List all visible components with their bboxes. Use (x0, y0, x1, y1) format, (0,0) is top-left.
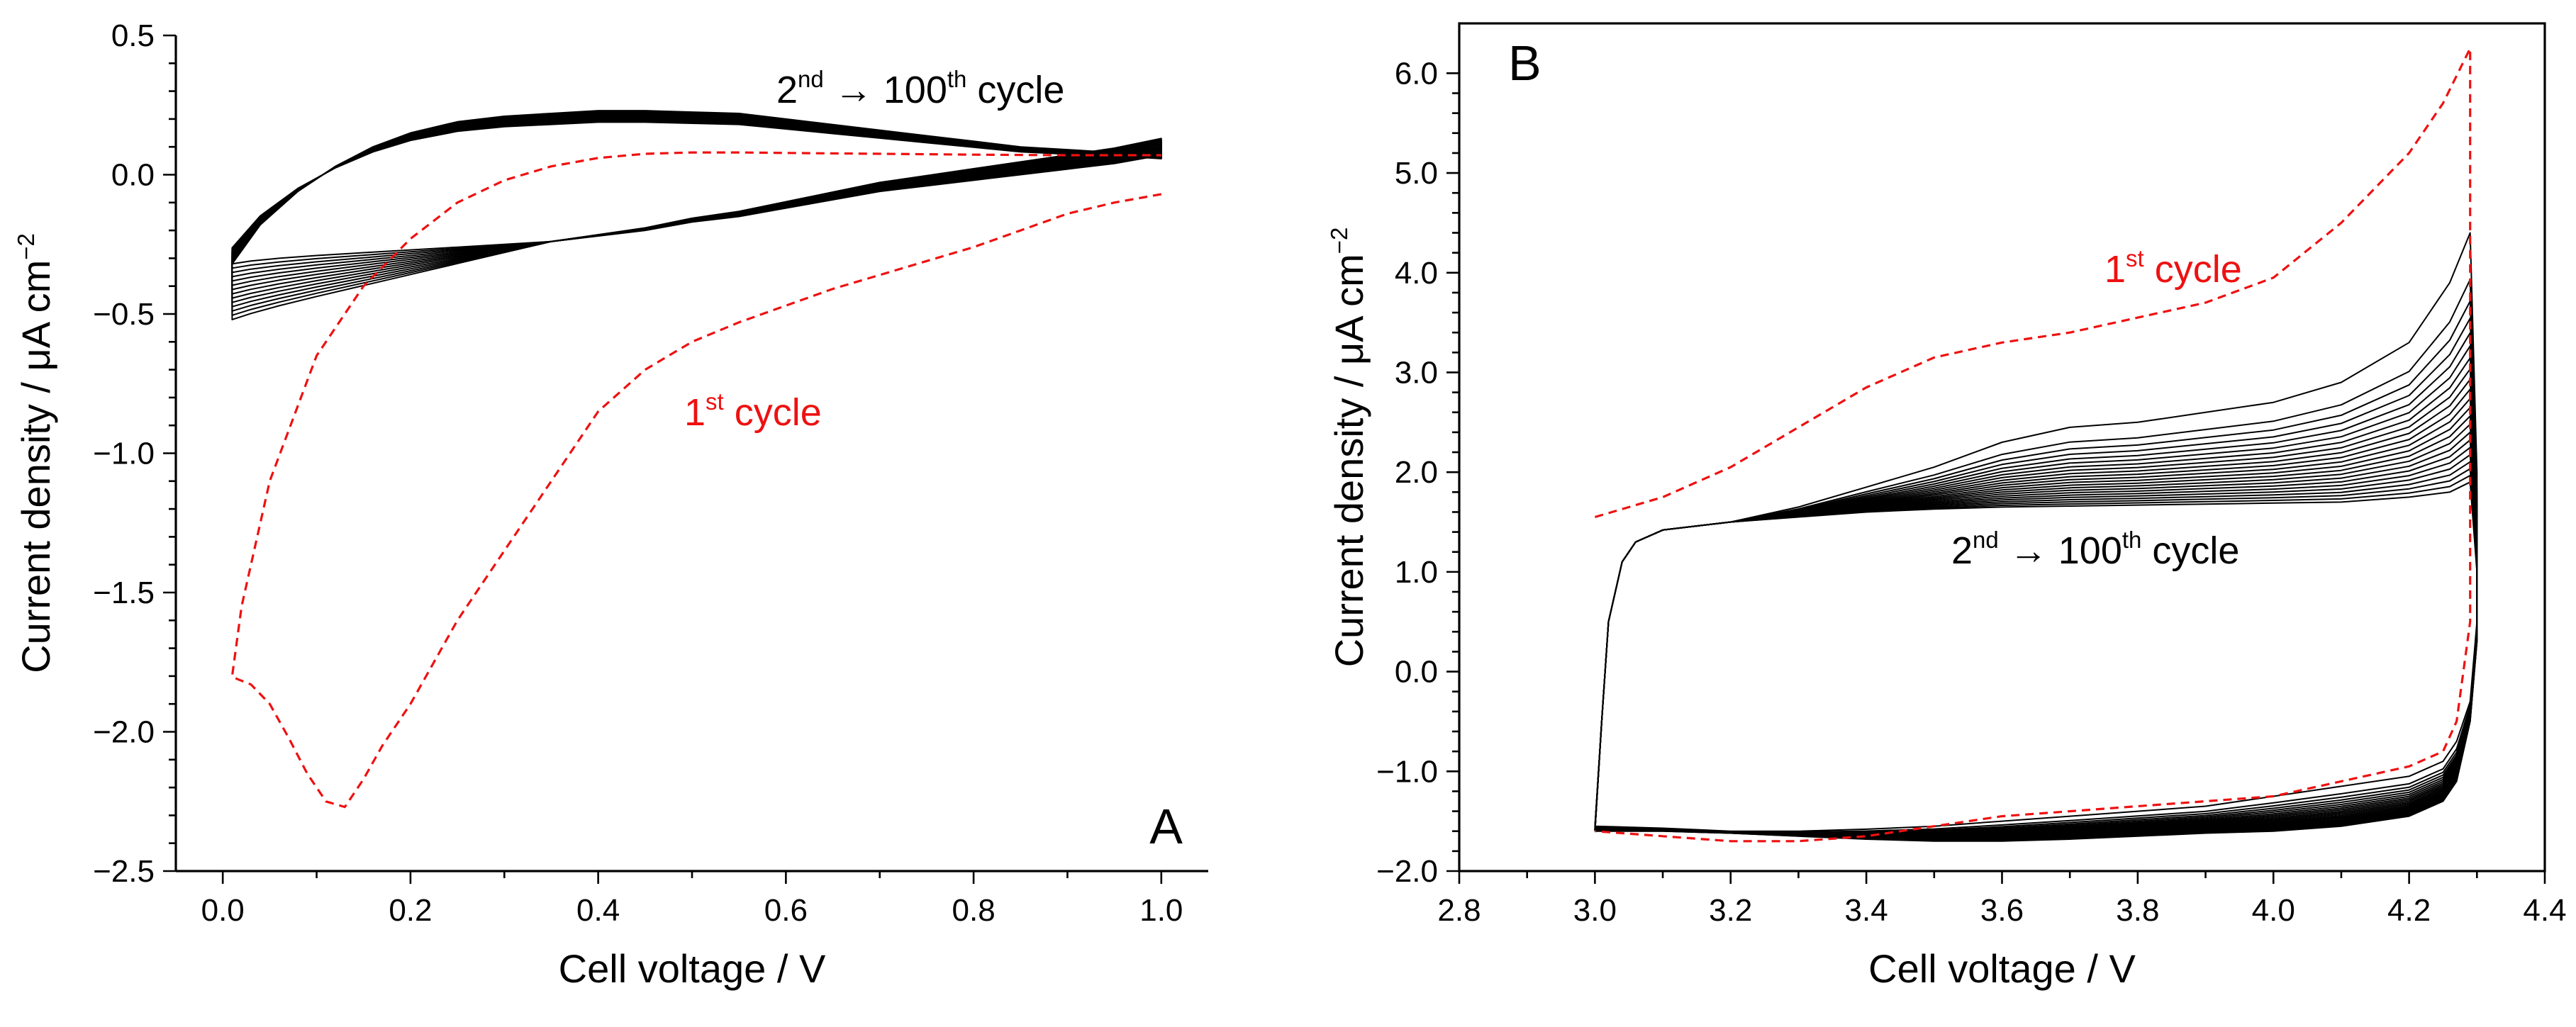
series-first-cycle (1594, 47, 2472, 843)
y-axis-ticks: 0.5 0.0 −0.5 −1.0 −1.5 −2.0 −2.5 (93, 18, 176, 889)
y-tick-label: −0.5 (93, 297, 155, 332)
series-cycles-2-100 (231, 110, 1162, 320)
y-tick-label: 3.0 (1395, 355, 1438, 390)
y-tick-label: −2.0 (1376, 854, 1438, 889)
annotation-cycles-2-100: 2nd → 100th cycle (776, 66, 1064, 111)
y-tick-label: 0.5 (111, 18, 155, 53)
y-tick-label: 0.0 (111, 158, 155, 193)
y-tick-label: 1.0 (1395, 555, 1438, 590)
x-tick-label: 3.8 (2116, 893, 2159, 928)
x-tick-label: 3.2 (1709, 893, 1752, 928)
x-tick-label: 3.6 (1980, 893, 2024, 928)
x-tick-label: 4.0 (2252, 893, 2295, 928)
panel-label: A (1149, 799, 1183, 854)
x-tick-label: 4.4 (2523, 893, 2566, 928)
x-axis-title: Cell voltage / V (559, 946, 826, 991)
cycle-curve (231, 110, 1162, 265)
x-tick-label: 0.2 (389, 893, 432, 928)
annotation-cycles-2-100: 2nd → 100th cycle (1951, 527, 2239, 572)
y-tick-label: −2.5 (93, 854, 155, 889)
x-tick-label: 0.6 (764, 893, 808, 928)
y-axis-ticks: 6.0 5.0 4.0 3.0 2.0 1.0 0.0 −1.0 −2.0 (1376, 56, 1459, 889)
y-tick-label: 4.0 (1395, 256, 1438, 291)
y-axis-title: Current density / μA cm−2 (13, 233, 58, 673)
x-tick-label: 2.8 (1437, 893, 1481, 928)
x-tick-label: 0.4 (576, 893, 620, 928)
chart-panel-a: 0.0 0.2 0.4 0.6 0.8 1.0 0.5 0.0 −0.5 −1.0 −1.5 −2.0… (13, 18, 1208, 991)
chart-panel-b: 2.8 3.0 3.2 3.4 3.6 3.8 4.0 4.2 4.46.05.04.03.02… (1326, 22, 2567, 991)
y-tick-label: 0.0 (1395, 655, 1438, 690)
x-axis-ticks: 2.8 3.0 3.2 3.4 3.6 3.8 4.0 4.2 4.4 (1437, 871, 2567, 928)
series-first-cycle (230, 151, 1162, 809)
y-tick-label: −1.5 (93, 576, 155, 610)
y-tick-label: −1.0 (93, 437, 155, 471)
y-tick-label: −2.0 (93, 715, 155, 750)
x-tick-label: 3.0 (1573, 893, 1617, 928)
panel-label: B (1508, 35, 1541, 91)
annotation-first-cycle: 1st cycle (2104, 245, 2242, 291)
x-axis-ticks: 0.0 0.2 0.4 0.6 0.8 1.0 (201, 871, 1183, 928)
x-axis-title: Cell voltage / V (1868, 946, 2136, 991)
annotation-first-cycle: 1st cycle (684, 388, 822, 434)
x-tick-label: 4.2 (2387, 893, 2431, 928)
y-tick-label: −1.0 (1376, 754, 1438, 789)
y-axis-title: Current density / μA cm−2 (1326, 228, 1371, 668)
y-tick-label: 6.0 (1395, 56, 1438, 91)
x-tick-label: 3.4 (1845, 893, 1888, 928)
x-tick-label: 0.0 (201, 893, 245, 928)
y-tick-label: 2.0 (1395, 455, 1438, 490)
y-tick-label: 5.0 (1395, 156, 1438, 191)
x-tick-label: 1.0 (1139, 893, 1183, 928)
x-tick-label: 0.8 (952, 893, 996, 928)
